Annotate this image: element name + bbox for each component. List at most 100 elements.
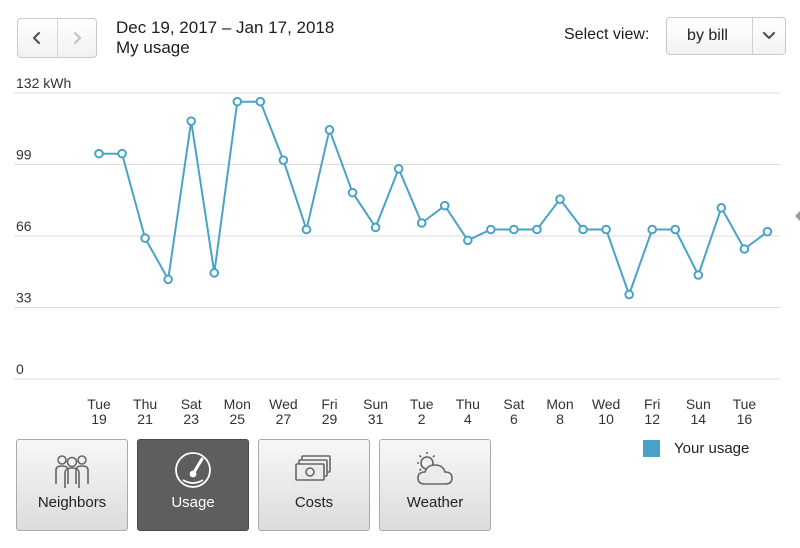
x-tick-date: 12 — [644, 411, 660, 427]
data-point[interactable] — [163, 274, 173, 285]
x-tick-date: 16 — [737, 411, 753, 427]
x-tick-day: Wed — [269, 396, 298, 412]
x-tick-day: Thu — [133, 396, 157, 412]
x-tick-day: Mon — [546, 396, 573, 412]
y-axis-labels: 0 33 66 99 132 kWh — [16, 75, 71, 377]
gauge-icon — [171, 450, 215, 490]
chevron-left-icon — [33, 31, 41, 45]
data-point[interactable] — [670, 224, 681, 235]
previous-period-button[interactable] — [18, 19, 57, 57]
x-axis-labels: Tue19Thu21Sat23Mon25Wed27Fri29Sun31Tue2T… — [87, 396, 756, 427]
legend-label: Your usage — [674, 440, 750, 457]
usage-series — [99, 100, 769, 296]
y-tick-label: 132 kWh — [16, 75, 71, 91]
chart-grid — [14, 92, 780, 380]
x-tick-date: 14 — [691, 411, 707, 427]
data-point[interactable] — [209, 268, 220, 278]
x-tick-day: Fri — [321, 396, 337, 412]
tab-weather-label: Weather — [406, 494, 464, 511]
data-point[interactable] — [439, 200, 450, 211]
tab-usage-label: Usage — [171, 494, 215, 511]
usage-points — [94, 96, 773, 300]
x-tick-day: Thu — [456, 396, 480, 412]
legend-swatch — [643, 440, 660, 457]
data-point[interactable] — [301, 224, 312, 235]
data-point[interactable] — [647, 224, 658, 235]
data-point[interactable] — [393, 164, 404, 174]
x-tick-date: 2 — [418, 411, 426, 427]
sun-cloud-icon — [413, 450, 457, 490]
data-point[interactable] — [117, 148, 127, 159]
x-tick-day: Tue — [733, 396, 757, 412]
x-tick-date: 8 — [556, 411, 564, 427]
data-point[interactable] — [140, 233, 150, 243]
date-navigation — [17, 18, 97, 58]
x-tick-date: 23 — [183, 411, 199, 427]
dropdown-caret[interactable] — [752, 18, 785, 54]
usage-line — [99, 100, 769, 296]
x-tick-day: Tue — [87, 396, 111, 412]
data-point[interactable] — [716, 203, 727, 213]
data-point[interactable] — [232, 96, 243, 107]
data-point[interactable] — [555, 194, 565, 204]
x-tick-date: 29 — [322, 411, 338, 427]
x-tick-day: Tue — [410, 396, 434, 412]
y-tick-label: 33 — [16, 290, 32, 306]
chevron-down-icon — [762, 31, 776, 40]
view-select-value: by bill — [687, 27, 728, 44]
y-tick-label: 0 — [16, 361, 24, 377]
tab-costs[interactable]: Costs — [258, 439, 370, 531]
view-tabs: Neighbors Usage Costs — [16, 439, 491, 531]
x-tick-date: 6 — [510, 411, 518, 427]
x-tick-day: Sat — [503, 396, 524, 412]
y-tick-label: 99 — [16, 147, 32, 163]
tab-neighbors-label: Neighbors — [37, 494, 107, 511]
data-point[interactable] — [278, 155, 289, 165]
data-point[interactable] — [509, 224, 519, 235]
x-tick-date: 31 — [368, 411, 384, 427]
x-tick-day: Sun — [686, 396, 711, 412]
data-point[interactable] — [739, 244, 750, 254]
x-tick-date: 4 — [464, 411, 472, 427]
x-tick-date: 25 — [230, 411, 246, 427]
x-tick-day: Fri — [644, 396, 660, 412]
x-tick-day: Wed — [592, 396, 621, 412]
y-tick-label: 66 — [16, 218, 32, 234]
data-point[interactable] — [463, 235, 473, 246]
data-point[interactable] — [532, 224, 542, 235]
data-point[interactable] — [94, 148, 104, 159]
chevron-right-icon — [73, 31, 81, 45]
scroll-edge-mark — [795, 211, 800, 221]
data-point[interactable] — [601, 224, 611, 235]
select-view-label: Select view: — [564, 26, 650, 43]
x-tick-date: 21 — [137, 411, 153, 427]
data-point[interactable] — [255, 96, 266, 107]
data-point[interactable] — [324, 125, 335, 135]
tab-weather[interactable]: Weather — [379, 439, 491, 531]
view-select-dropdown[interactable]: by bill — [666, 17, 786, 55]
data-point[interactable] — [486, 224, 496, 235]
x-tick-day: Sun — [363, 396, 388, 412]
x-tick-date: 19 — [91, 411, 107, 427]
data-point[interactable] — [578, 224, 588, 235]
data-point[interactable] — [370, 222, 381, 233]
data-point[interactable] — [347, 187, 358, 198]
x-tick-day: Mon — [224, 396, 251, 412]
data-point[interactable] — [762, 226, 773, 237]
tab-neighbors[interactable]: Neighbors — [16, 439, 128, 531]
x-tick-day: Sat — [181, 396, 202, 412]
data-point[interactable] — [186, 116, 196, 126]
next-period-button[interactable] — [56, 19, 97, 57]
chart-legend: Your usage — [643, 440, 749, 457]
people-icon — [50, 450, 94, 490]
money-icon — [292, 450, 336, 490]
data-point[interactable] — [624, 289, 634, 300]
data-point[interactable] — [693, 270, 704, 280]
date-range: Dec 19, 2017 – Jan 17, 2018 — [116, 18, 335, 37]
page-subtitle: My usage — [116, 38, 190, 57]
tab-usage[interactable]: Usage — [137, 439, 249, 531]
data-point[interactable] — [416, 218, 427, 228]
tab-costs-label: Costs — [294, 494, 334, 511]
x-tick-date: 27 — [276, 411, 292, 427]
